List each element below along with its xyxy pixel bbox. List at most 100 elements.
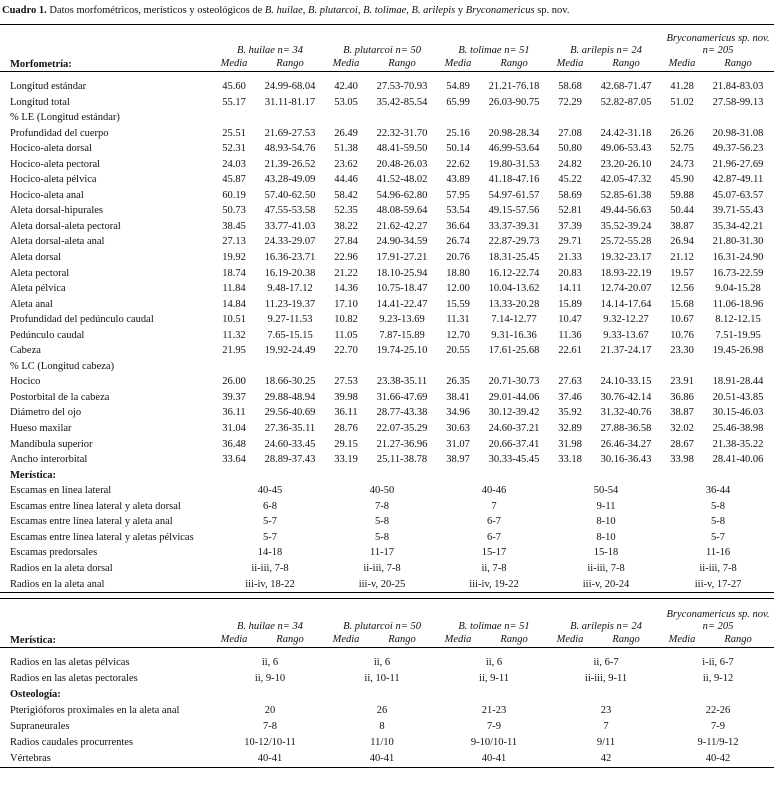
table-row: Profundidad del pedúnculo caudal 10.51 9.2… (0, 312, 774, 328)
cell: 50-54 (593, 485, 619, 497)
cell: 5-7 (711, 531, 726, 543)
cell: 44.46 (334, 174, 358, 186)
cell: 33.18 (558, 454, 582, 466)
cell: 45.90 (670, 174, 694, 186)
row-label: Escamas predorsales (10, 547, 98, 559)
table-row: Aleta dorsal-aleta pectoral 38.45 33.77-41… (0, 219, 774, 235)
cell: 36.48 (222, 438, 246, 450)
cell: 23.91 (670, 376, 694, 388)
cell: 22.32-31.70 (376, 127, 428, 139)
row-label: Radios en las aletas pélvicas (10, 657, 130, 669)
cell: 52.75 (670, 143, 694, 155)
column-header: Media (444, 634, 472, 646)
table-row: Aleta pélvica 11.84 9.48-17.12 14.36 10.75-1… (0, 281, 774, 297)
row-label: Aleta anal (10, 298, 53, 310)
table-row: Aleta dorsal 19.92 16.36-23.71 22.96 17.91-2… (0, 250, 774, 266)
cell: 45.60 (222, 81, 246, 92)
cell: 31.04 (222, 423, 246, 435)
cell: 50.80 (558, 143, 582, 155)
row-label: Radios caudales procurrentes (10, 737, 134, 749)
cell: 36.11 (334, 407, 358, 419)
cell: 52.35 (334, 205, 358, 217)
cell: ii, 6 (485, 657, 503, 669)
cell: 65.99 (446, 96, 470, 108)
caption-text: , (406, 5, 412, 16)
row-label: Radios en la aleta anal (10, 578, 105, 590)
cell: 25.46-38.98 (712, 423, 764, 435)
table-row: Profundidad del cuerpo 25.51 21.69-27.53 26… (0, 126, 774, 142)
column-header: Media (668, 58, 696, 69)
cell: 52.85-61.38 (600, 189, 652, 201)
cell: 52.82-87.05 (600, 96, 652, 108)
row-label: Escamas entre línea lateral y aletas pél… (10, 531, 194, 543)
row-label: Aleta dorsal-hipurales (10, 205, 104, 217)
cell: 9.33-13.67 (603, 329, 649, 341)
cell: 18.91-28.44 (712, 376, 764, 388)
cell: 40-42 (705, 753, 731, 765)
cell: 21.21-76.18 (488, 81, 540, 92)
cell: 48.08-59.64 (376, 205, 428, 217)
cell: iii-v, 20-24 (582, 578, 630, 590)
cell: 38.22 (334, 220, 358, 232)
cell: 10.04-13.62 (488, 283, 540, 295)
cell: 21.80-31.30 (712, 236, 764, 248)
row-label: Postorbital de la cabeza (10, 391, 110, 403)
cell: 16.31-24.90 (712, 252, 764, 264)
cell: 36.86 (670, 391, 694, 403)
row-label: Hocico-aleta pectoral (10, 158, 101, 170)
species-header: B. huilae n= 34 (214, 25, 326, 58)
cell: 23.30 (670, 345, 694, 357)
cell: 29.71 (558, 236, 582, 248)
cell: 19.92-24.49 (264, 345, 316, 357)
cell: 40-41 (481, 753, 507, 765)
cell: 11.32 (222, 329, 246, 341)
column-header: Rango (724, 58, 752, 69)
cell: 31.32-40.76 (600, 407, 652, 419)
cell: 27.53 (334, 376, 358, 388)
cell: 22.62 (446, 158, 470, 170)
cell: 21.69-27.53 (264, 127, 316, 139)
cell: 21.62-42.27 (376, 220, 428, 232)
cell: 21.84-83.03 (712, 81, 764, 92)
species-name: Bryconamericus (666, 33, 736, 44)
table-row: Escamas entre línea lateral y aleta dors… (0, 499, 774, 515)
cell: 54.89 (446, 81, 470, 92)
cell: 30.15-46.03 (712, 407, 764, 419)
cell: 20.83 (558, 267, 582, 279)
cell: 24.60-33.45 (264, 438, 316, 450)
table-row: Hocico-aleta dorsal 52.31 48.93-54.76 51.38… (0, 141, 774, 157)
species-name: B. arilepis (570, 45, 614, 56)
row-label: Hueso maxilar (10, 423, 72, 435)
species-name: B. huilae (237, 45, 275, 56)
cell: 24.90-34.59 (376, 236, 428, 248)
cell: 20.71-30.73 (488, 376, 540, 388)
cell: 57.40-62.50 (264, 189, 316, 201)
column-header: Rango (388, 58, 416, 69)
species-n: n= 51 (504, 621, 530, 633)
row-label: Hocico (10, 376, 41, 388)
species-n: n= 24 (616, 621, 642, 633)
cell: 33.77-41.03 (264, 220, 316, 232)
cell: 26.03-90.75 (488, 96, 540, 108)
cell: 11/10 (370, 737, 394, 749)
cell: 37.46 (558, 391, 582, 403)
cell: 35.92 (558, 407, 582, 419)
table-row: Vértebras 40-41 40-41 40-41 42 40-42 (0, 751, 774, 768)
section-label: % LC (Longitud cabeza) (10, 360, 115, 372)
cell: 36.11 (222, 407, 246, 419)
species-name: B. tolimae (458, 621, 502, 633)
cell: 27.84 (334, 236, 358, 248)
cell: 60.19 (222, 189, 246, 201)
cell: 33.98 (670, 454, 694, 466)
cell: 49.06-53.43 (600, 143, 652, 155)
species-header: B. arilepis n= 24 (550, 25, 662, 58)
column-header: Media (556, 58, 584, 69)
cell: 21.96-27.69 (712, 158, 764, 170)
cell: 18.31-25.45 (488, 252, 540, 264)
caption-text: , (357, 5, 364, 16)
header-label: Merística: (10, 635, 57, 647)
row-label: Longitud estándar (10, 81, 87, 92)
cell: 35.34-42.21 (712, 220, 764, 232)
cell: 50.14 (446, 143, 470, 155)
table-row: Hocico 26.00 18.66-30.25 27.53 23.38-35.11 26… (0, 374, 774, 390)
